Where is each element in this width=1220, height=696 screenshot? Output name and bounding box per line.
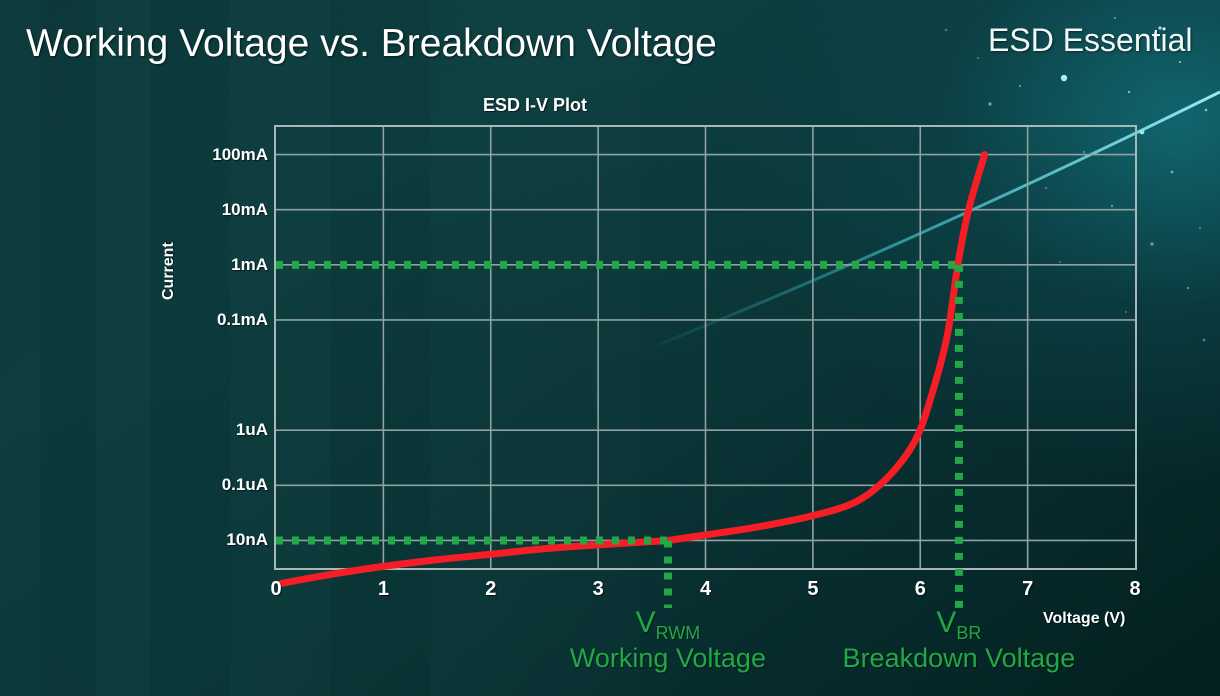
y-tick-label: 0.1uA <box>221 475 268 495</box>
page-title: Working Voltage vs. Breakdown Voltage <box>26 22 717 65</box>
x-tick-label: 0 <box>270 578 282 600</box>
marker-subscript-vrwm: RWM <box>655 623 701 643</box>
x-tick-label: 7 <box>1022 578 1034 600</box>
x-tick-label: 8 <box>1129 578 1141 600</box>
marker-label-vbr: VBR Breakdown Voltage <box>842 606 1076 673</box>
x-tick-label: 2 <box>485 578 497 600</box>
y-tick-label: 1uA <box>235 420 268 440</box>
x-axis-title: Voltage (V) <box>1043 610 1126 627</box>
y-tick-label: 100mA <box>212 144 268 164</box>
y-tick-label: 1mA <box>231 254 268 274</box>
plot-svg <box>276 127 1135 608</box>
x-tick-label: 1 <box>377 578 389 600</box>
plot-area <box>274 125 1137 608</box>
x-tick-label: 5 <box>807 578 819 600</box>
iv-curve <box>277 151 989 587</box>
y-axis-title: Current <box>160 242 177 300</box>
y-tick-label: 0.1mA <box>216 309 268 329</box>
x-tick-label: 4 <box>699 578 712 600</box>
marker-label-vrwm: VRWM Working Voltage <box>569 606 766 673</box>
chart-title: ESD I-V Plot <box>482 95 587 115</box>
y-tick-label: 10nA <box>226 530 268 550</box>
y-tick-label: 10mA <box>221 199 268 219</box>
x-tick-label: 3 <box>592 578 604 600</box>
marker-symbol-vbr: VBR <box>936 606 982 643</box>
brand-label: ESD Essential <box>988 22 1193 58</box>
y-axis-ticks: 100mA 10mA 1mA 0.1mA 1uA 0.1uA 10nA <box>0 0 268 696</box>
marker-symbol-vrwm: VRWM <box>635 606 701 643</box>
marker-description-vbr: Breakdown Voltage <box>842 643 1076 673</box>
x-tick-label: 6 <box>914 578 926 600</box>
marker-description-vrwm: Working Voltage <box>569 643 766 673</box>
marker-subscript-vbr: BR <box>956 623 982 643</box>
